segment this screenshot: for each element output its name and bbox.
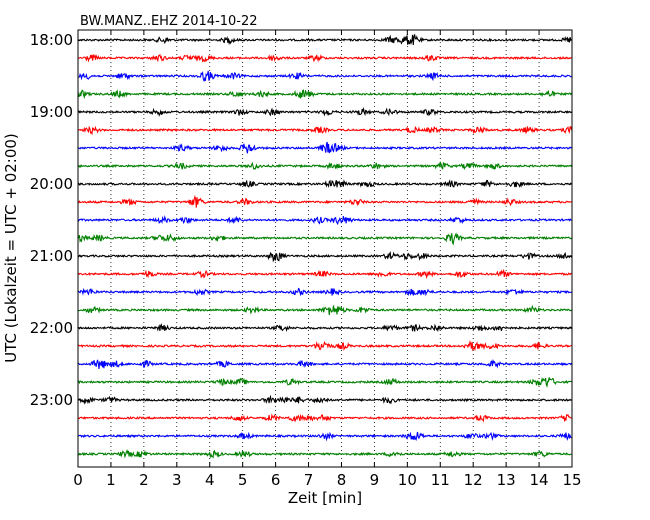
- y-tick-label-1: 19:00: [30, 103, 73, 121]
- trace-row-22: [77, 431, 572, 442]
- trace-row-17: [77, 340, 572, 352]
- trace-row-1: [77, 53, 572, 63]
- trace-row-18: [77, 358, 572, 370]
- trace-row-13: [77, 268, 572, 280]
- chart-title: BW.MANZ..EHZ 2014-10-22: [80, 14, 258, 29]
- trace-row-2: [77, 70, 572, 83]
- trace-row-16: [77, 323, 572, 333]
- trace-row-4: [77, 106, 572, 117]
- trace-row-10: [77, 214, 572, 226]
- plot-frame: [77, 29, 573, 468]
- y-axis-label: UTC (Lokalzeit = UTC + 02:00): [2, 133, 20, 363]
- trace-row-6: [77, 141, 572, 154]
- x-axis-ticks: 0 1 2 3 4 5 6 7 8 9 10 11 12 13 14 15: [73, 30, 582, 489]
- trace-row-23: [77, 449, 572, 459]
- seismogram-traces: [77, 33, 573, 459]
- trace-row-9: [77, 194, 572, 208]
- trace-row-0: [77, 33, 572, 46]
- trace-row-14: [77, 287, 572, 297]
- trace-row-15: [77, 304, 572, 316]
- x-axis-label: Zeit [min]: [288, 489, 362, 507]
- trace-row-5: [77, 125, 573, 136]
- y-tick-label-0: 18:00: [30, 31, 73, 49]
- y-tick-label-5: 23:00: [30, 391, 73, 409]
- x-tick-label-5: 5: [238, 471, 248, 489]
- y-tick-label-4: 22:00: [30, 319, 73, 337]
- x-tick-label-2: 2: [139, 471, 149, 489]
- x-tick-label-14: 14: [530, 471, 549, 489]
- y-tick-label-3: 21:00: [30, 247, 73, 265]
- vertical-gridlines: [110, 30, 540, 467]
- x-tick-label-15: 15: [562, 471, 581, 489]
- x-tick-label-7: 7: [304, 471, 314, 489]
- x-tick-label-0: 0: [73, 471, 83, 489]
- trace-row-20: [77, 394, 572, 405]
- x-tick-label-4: 4: [205, 471, 215, 489]
- trace-row-3: [77, 89, 572, 99]
- y-tick-label-2: 20:00: [30, 175, 73, 193]
- x-tick-label-11: 11: [431, 471, 450, 489]
- trace-row-21: [77, 413, 572, 423]
- x-tick-label-10: 10: [398, 471, 417, 489]
- trace-row-19: [77, 376, 572, 388]
- trace-row-12: [77, 250, 573, 263]
- x-tick-label-6: 6: [271, 471, 281, 489]
- x-tick-label-13: 13: [497, 471, 516, 489]
- y-axis-ticks: 18:00 19:00 20:00 21:00 22:00 23:00: [30, 31, 572, 409]
- x-tick-label-8: 8: [337, 471, 347, 489]
- x-tick-label-3: 3: [172, 471, 182, 489]
- trace-row-7: [77, 161, 572, 171]
- x-tick-label-1: 1: [106, 471, 116, 489]
- trace-row-11: [77, 232, 572, 246]
- x-tick-label-9: 9: [370, 471, 380, 489]
- x-tick-label-12: 12: [464, 471, 483, 489]
- trace-row-8: [77, 179, 572, 188]
